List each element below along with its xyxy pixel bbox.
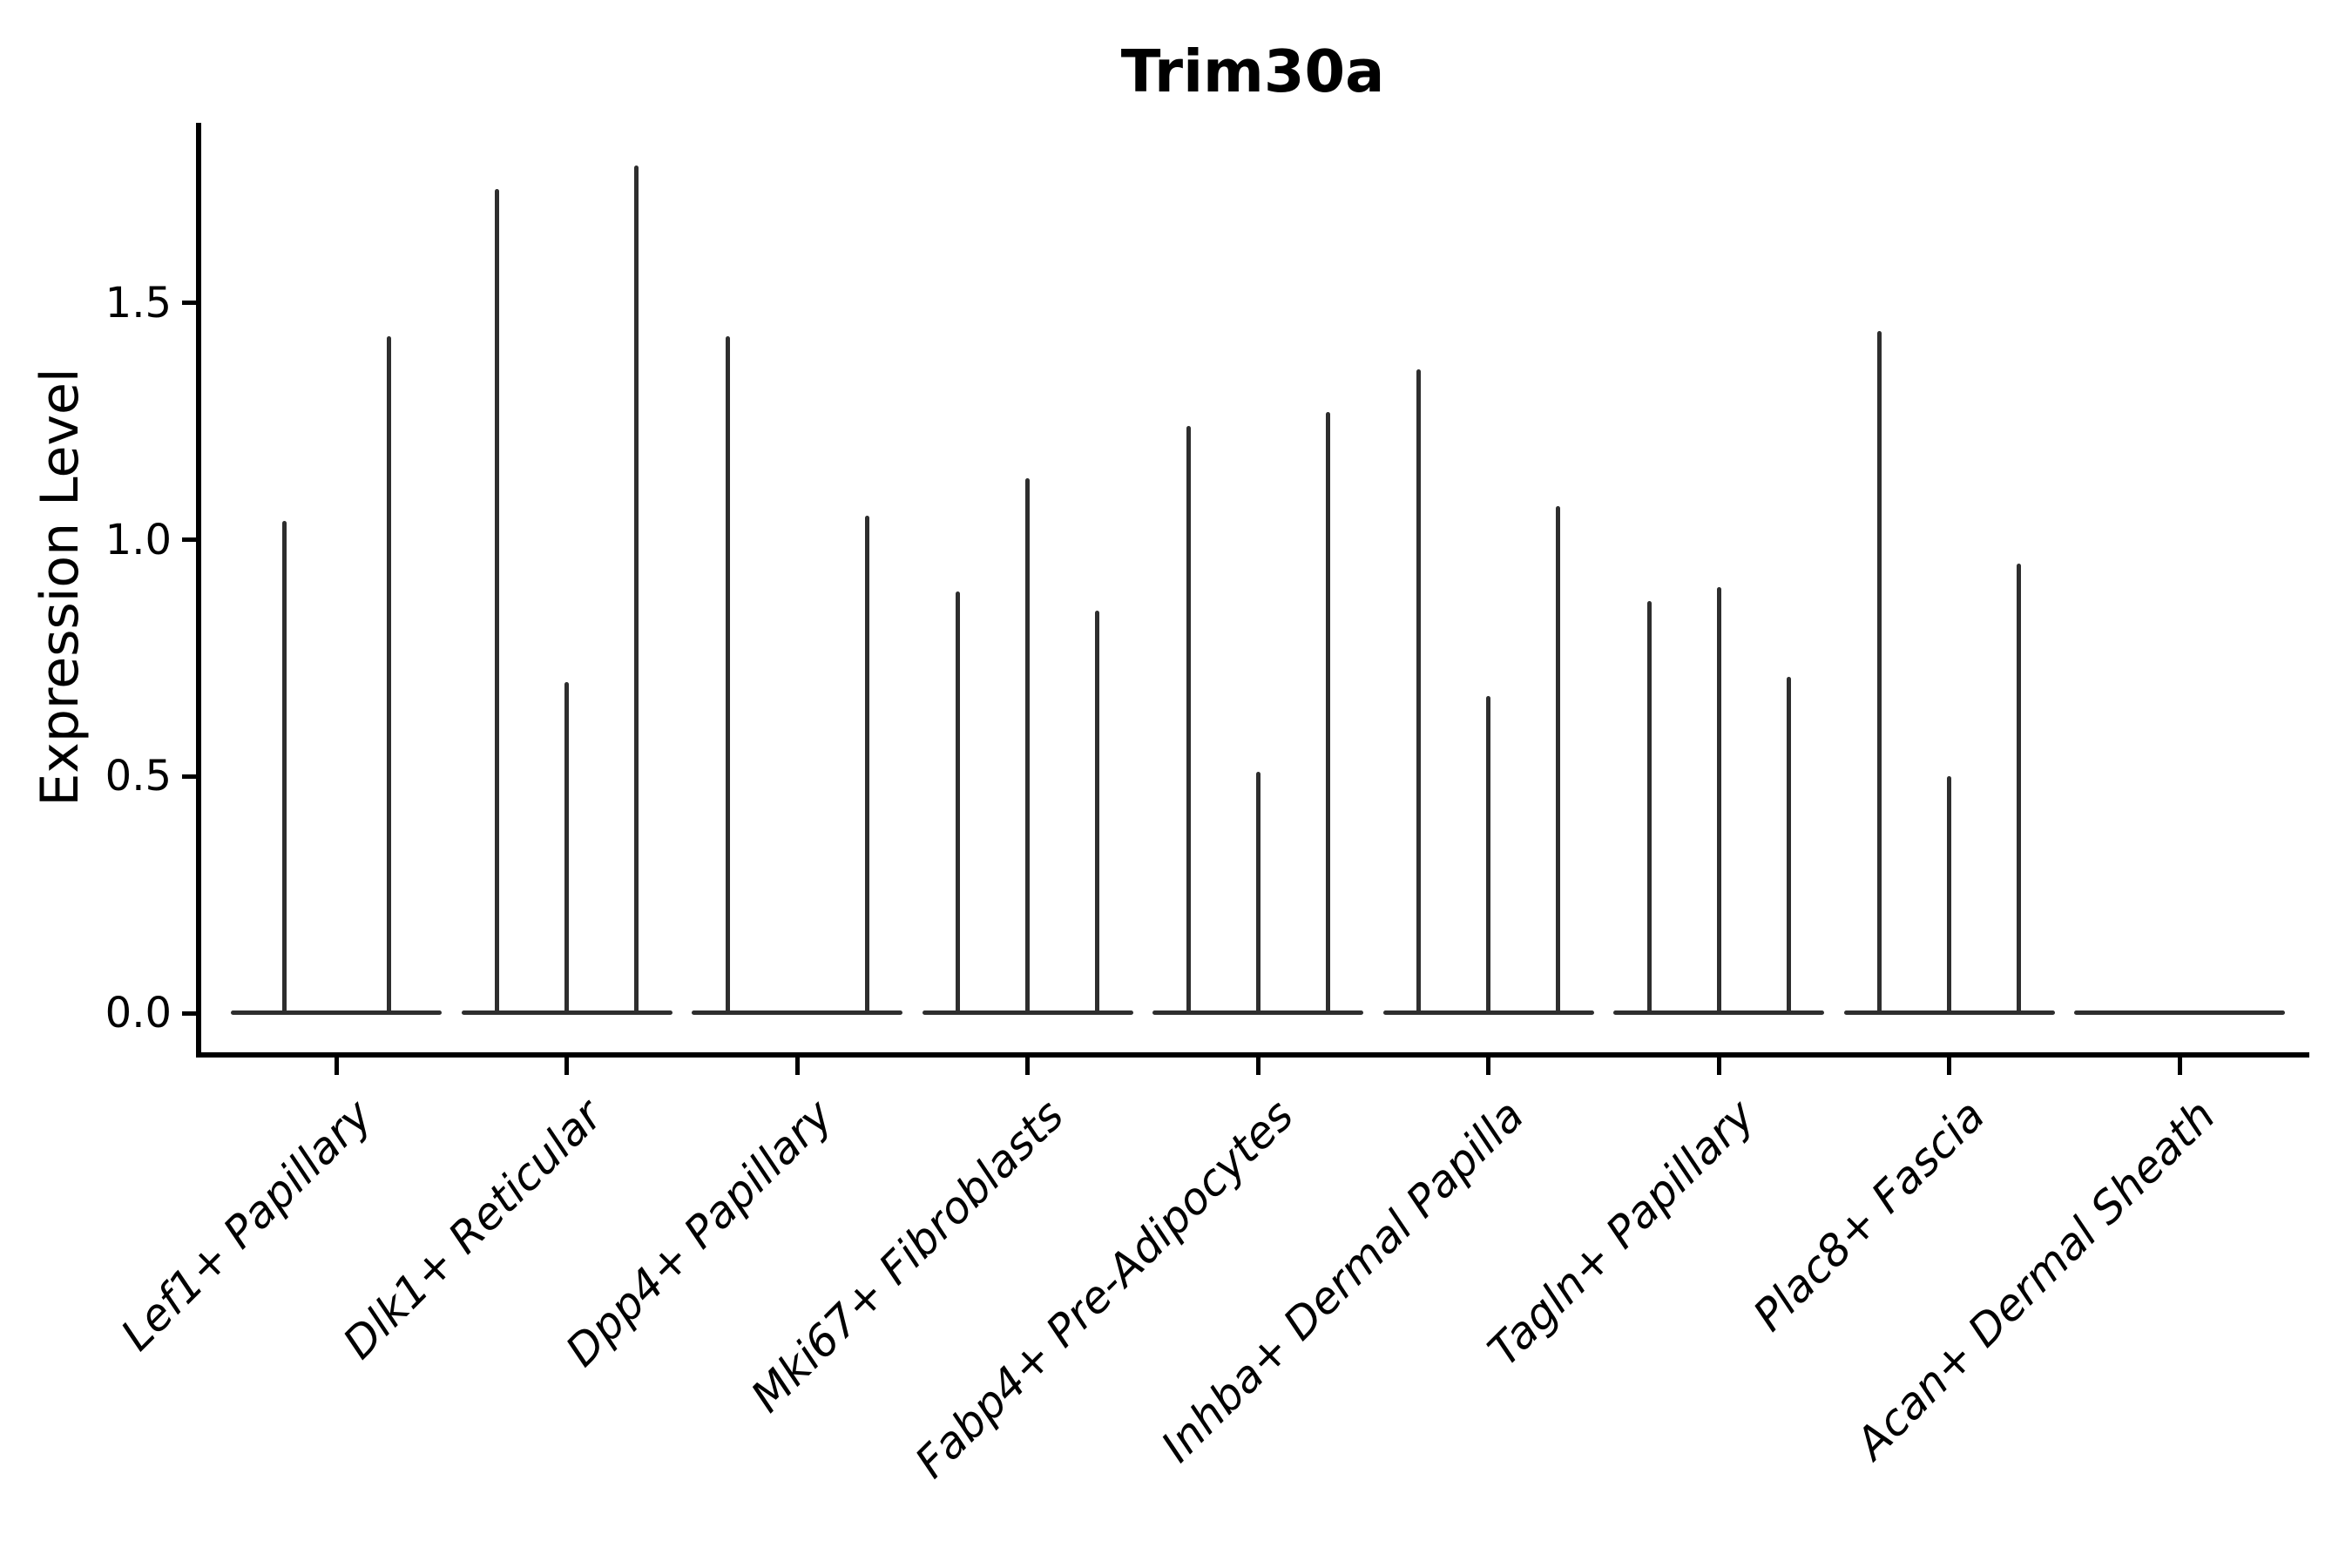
x-tick-mark [2177, 1058, 2182, 1075]
violin-spike [1186, 426, 1191, 1013]
violin-spike [495, 189, 499, 1013]
violin-spike [1255, 771, 1260, 1013]
violin-spike [1716, 586, 1721, 1013]
violin-spike [1947, 776, 1951, 1013]
y-axis-spine [196, 123, 201, 1058]
y-tick-mark [182, 774, 198, 779]
y-tick-label: 0.0 [105, 989, 172, 1037]
x-axis-spine [196, 1052, 2309, 1058]
plot-title: Trim30a [1120, 37, 1385, 105]
violin-spike [1486, 695, 1490, 1013]
x-tick-label: Plac8+ Fascia [1743, 1090, 1995, 1342]
violin-spike [634, 166, 639, 1013]
violin-baseline [692, 1010, 902, 1015]
violin-spike [281, 520, 287, 1013]
x-tick-label: Fabp4+ Pre-Adipocytes [905, 1090, 1304, 1488]
y-tick-mark [182, 1010, 198, 1016]
y-tick-mark [182, 537, 198, 542]
x-tick-mark [794, 1058, 800, 1075]
violin-spike [1786, 677, 1791, 1013]
x-tick-label: Lef1+ Papillary [112, 1090, 382, 1361]
x-tick-mark [1486, 1058, 1490, 1075]
violin-baseline [2074, 1010, 2285, 1015]
y-tick-mark [182, 301, 198, 306]
y-tick-label: 1.0 [105, 515, 172, 564]
violin-spike [956, 591, 960, 1013]
x-tick-mark [1947, 1058, 1951, 1075]
violin-spike [1556, 506, 1560, 1013]
y-tick-label: 1.5 [105, 278, 172, 328]
violin-spike [1025, 477, 1030, 1013]
y-tick-label: 0.5 [105, 752, 172, 801]
x-tick-mark [334, 1058, 339, 1075]
x-tick-mark [1025, 1058, 1030, 1075]
violin-spike [1877, 331, 1882, 1013]
violin-spike [1416, 368, 1421, 1013]
violin-spike [386, 335, 391, 1013]
x-tick-mark [1716, 1058, 1721, 1075]
x-tick-mark [564, 1058, 569, 1075]
violin-spike [564, 681, 569, 1013]
violin-spike [725, 335, 730, 1013]
violin-spike [1646, 601, 1652, 1013]
violin-spike [1325, 411, 1330, 1013]
violin-spike [864, 516, 869, 1013]
x-tick-mark [1255, 1058, 1260, 1075]
violin-spike [1095, 611, 1099, 1013]
y-axis-label: Expression Level [30, 368, 91, 807]
violin-spike [2017, 563, 2021, 1013]
violin-baseline [231, 1010, 442, 1015]
